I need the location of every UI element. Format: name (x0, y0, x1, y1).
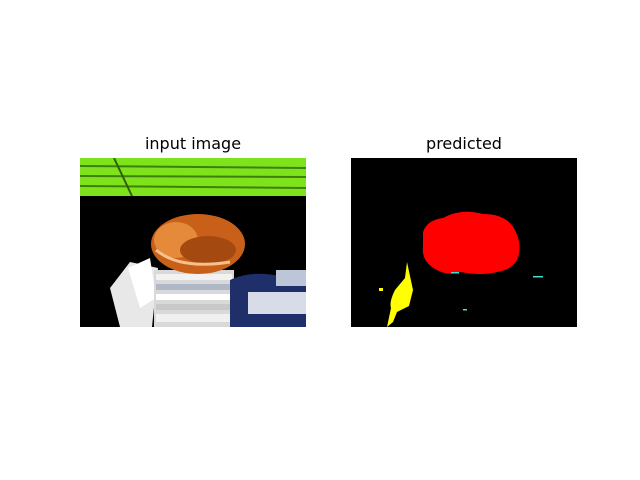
mask-cat-region (422, 211, 520, 274)
mask-speck (533, 276, 543, 278)
mask-person-region (387, 262, 413, 327)
predicted-mask (351, 158, 577, 327)
input-image-title: input image (144, 134, 242, 153)
predicted-title: predicted (426, 134, 502, 153)
input-image (80, 158, 306, 327)
